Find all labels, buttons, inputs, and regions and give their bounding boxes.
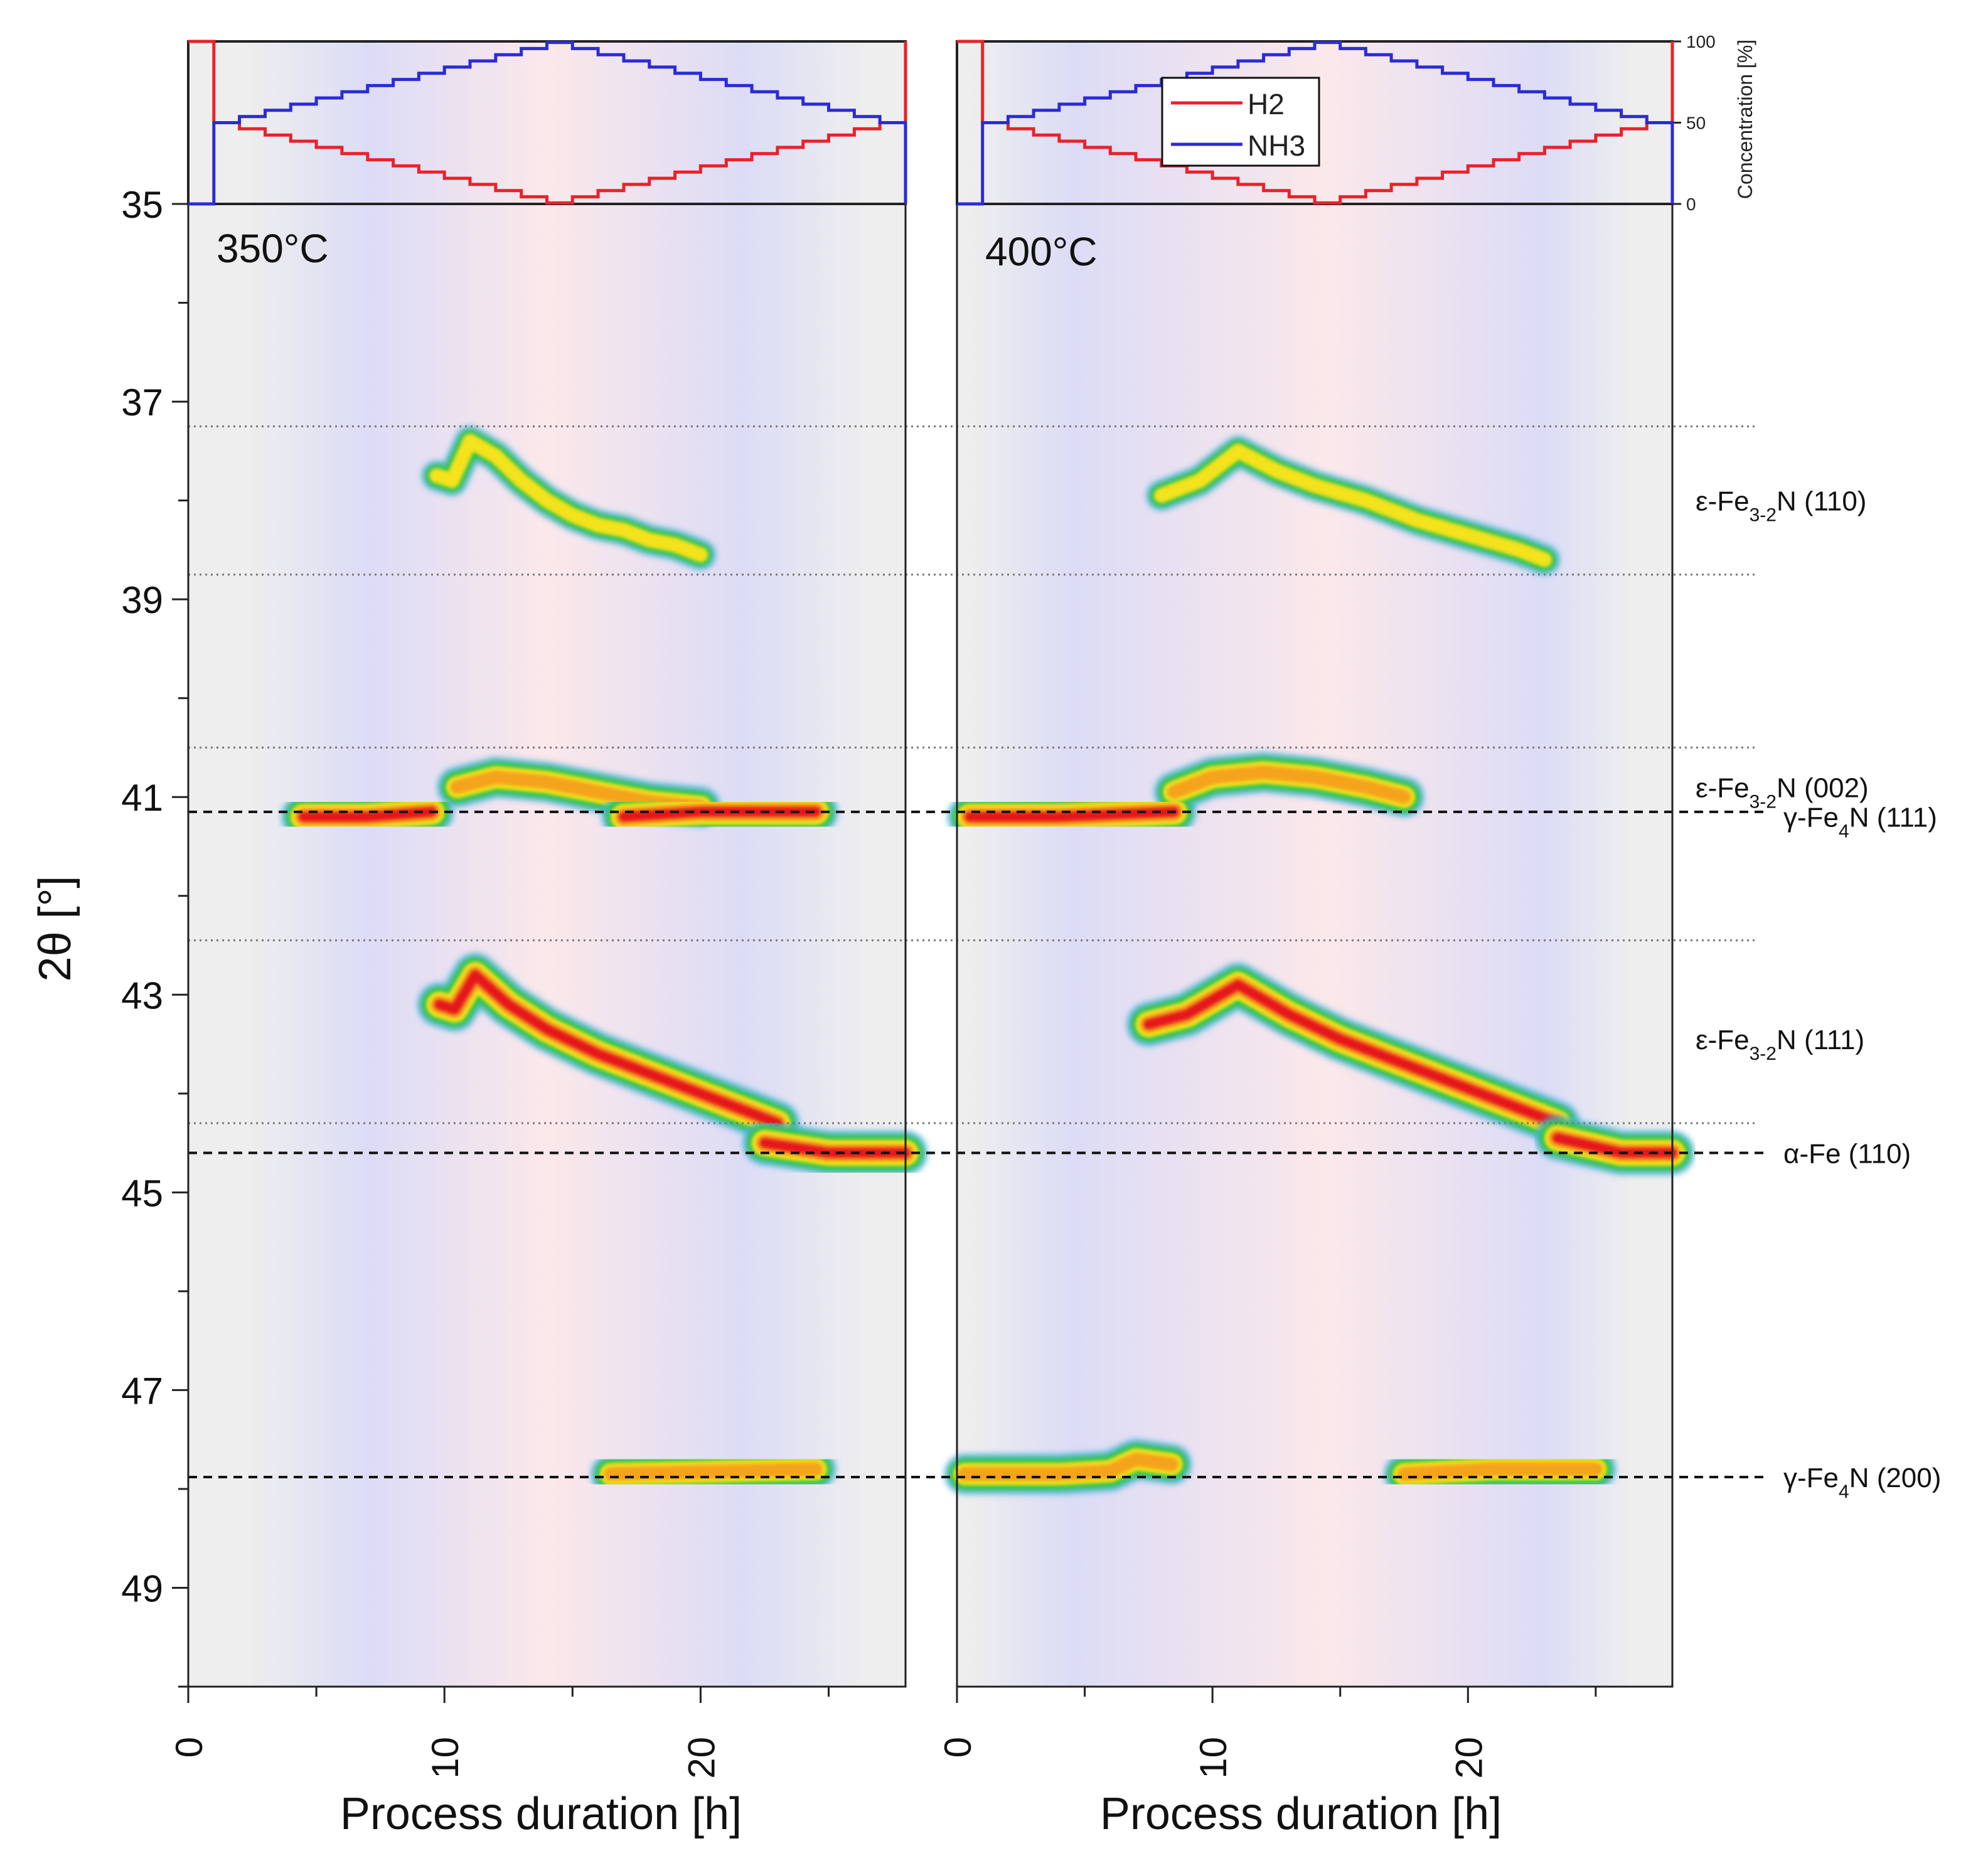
reference-lines [188,425,1766,1479]
reflection-right-6 [1535,1116,1694,1175]
reflection-band-layer [434,969,783,1129]
phase-label: α-Fe (110) [1783,1138,1911,1169]
x-tick-label: 0 [168,1737,210,1758]
heatmap-background-right [957,204,1672,1687]
reflection-right-1 [1154,752,1424,818]
x-tick-label: 0 [937,1737,979,1758]
reflection-left-6 [742,1121,927,1175]
phase-label: γ-Fe4N (200) [1783,1463,1941,1502]
reflection-band-layer [604,1462,823,1481]
reflection-band-layer [958,1452,1178,1481]
x-axis-label-left: Process duration [h] [340,1789,742,1839]
y-tick-label: 45 [121,1172,163,1214]
phase-label: ε-Fe3-2N (002) [1696,772,1869,812]
phase-label: γ-Fe4N (111) [1783,803,1937,842]
y-tick-label: 43 [121,974,163,1017]
gas-concentration-lines [188,40,1674,206]
heatmap-background-left [188,204,906,1687]
concentration-tick-label: 0 [1686,195,1696,214]
x-tick-label: 10 [1192,1737,1234,1779]
y-tick-label: 41 [121,777,163,819]
reflection-right-2 [948,789,1197,839]
y-tick-label: 49 [121,1567,163,1609]
reflection-band-layer [1167,765,1411,804]
panel-title-400: 400°C [985,229,1098,274]
reflection-left-2 [281,789,454,839]
reflection-right-4 [1126,963,1579,1146]
labels: 0 10 20 0 10 20 35 37 39 41 43 45 47 49 0 50 100 ε-Fe3-2N… [121,32,1941,1779]
reflection-left-0 [422,426,716,570]
legend-label-h2: H2 [1248,88,1285,120]
y-tick-label: 37 [121,382,163,424]
reflection-band-layer [1143,979,1563,1129]
reflection-right-0 [1146,435,1560,575]
gas-line-h2-right [957,40,1674,205]
legend-frame [1161,77,1320,167]
gas-line-nh3-right [957,41,1674,206]
reflection-right-7 [944,1439,1192,1495]
concentration-tick-label: 100 [1686,32,1716,51]
y-tick-label: 39 [121,579,163,621]
y-tick-label: 35 [121,184,163,226]
reflection-band-layer [1397,1462,1603,1481]
x-tick-label: 10 [424,1737,466,1779]
gas-panel-background-left [188,41,906,204]
reflection-band-layer [429,434,708,563]
panel-title-350: 350°C [216,226,329,271]
plot-backgrounds [188,41,1672,1687]
phase-label: ε-Fe3-2N (110) [1696,486,1866,526]
reflection-band-layer [1153,443,1552,568]
gas-line-nh3-left [188,41,907,206]
reflection-right-8 [1384,1449,1616,1495]
reflection-left-4 [417,953,799,1146]
gas-line-h2-left [188,40,907,205]
y-axis-label: 2θ [°] [30,876,80,982]
reflection-band-layer [298,806,437,822]
concentration-axis-label: Concentration [%] [1734,40,1756,199]
x-tick-label: 20 [1448,1737,1490,1779]
phase-label: ε-Fe3-2N (111) [1696,1025,1864,1064]
reflection-band-layer [965,806,1180,822]
reflection-left-8 [591,1449,836,1495]
x-tick-label: 20 [680,1737,722,1779]
x-axis-label-right: Process duration [h] [1100,1789,1502,1839]
concentration-tick-label: 50 [1686,114,1706,133]
y-tick-label: 47 [121,1370,163,1412]
legend-label-nh3: NH3 [1248,129,1305,162]
